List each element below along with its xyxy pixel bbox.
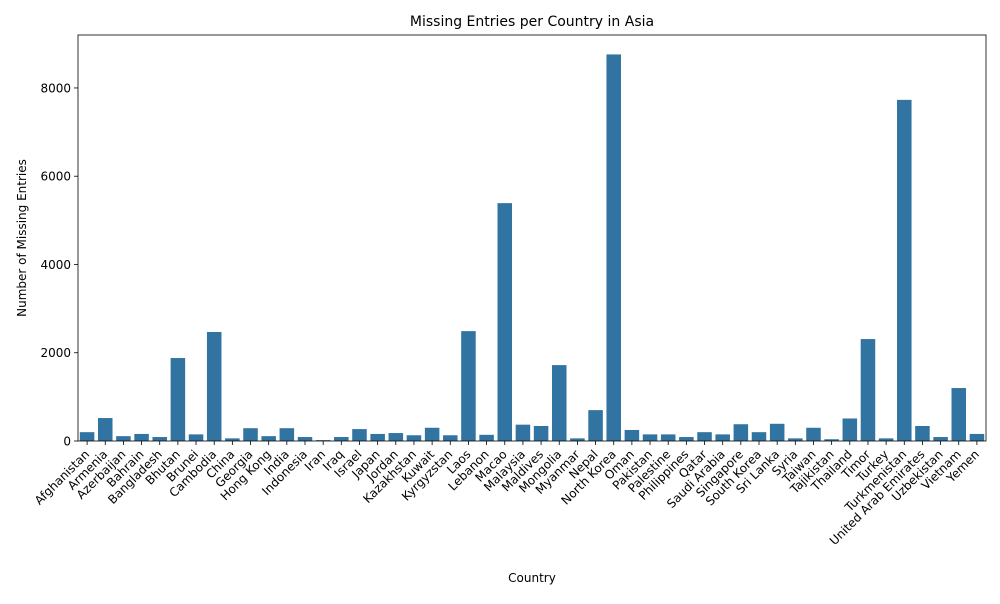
bar-saudi-arabia — [715, 434, 730, 441]
bar-azerbaijan — [116, 436, 131, 441]
bar-maldives — [533, 426, 549, 441]
bar-nepal — [588, 410, 603, 441]
bar-japan — [370, 433, 385, 441]
bar-north-korea — [606, 54, 621, 442]
bar-united-arab-emirates — [915, 426, 930, 441]
bars — [79, 54, 985, 442]
bar-china — [225, 438, 240, 441]
bar-kuwait — [424, 427, 440, 441]
y-tick-label: 0 — [63, 435, 71, 449]
bar-oman — [624, 429, 640, 441]
bar-lebanon — [479, 434, 494, 441]
bar-laos — [461, 331, 476, 441]
x-axis-label: Country — [508, 571, 556, 585]
bar-iraq — [334, 437, 349, 441]
bar-south-korea — [751, 432, 767, 441]
bar-afghanistan — [79, 432, 95, 441]
chart-title: Missing Entries per Country in Asia — [410, 14, 654, 30]
bar-yemen — [969, 433, 985, 441]
bar-uzbekistan — [933, 437, 948, 441]
y-axis: 0 2000 4000 6000 8000 — [40, 81, 78, 449]
y-axis-label: Number of Missing Entries — [15, 159, 29, 317]
bar-singapore — [733, 424, 749, 441]
bar-malaysia — [515, 424, 531, 441]
bar-georgia — [243, 428, 258, 441]
x-axis: AfghanistanArmeniaAzerbaijanBahrainBangl… — [32, 441, 982, 548]
bar-sri-lanka — [769, 423, 785, 441]
y-tick-label: 8000 — [40, 81, 71, 95]
plot-frame — [77, 34, 987, 442]
bar-armenia — [97, 418, 113, 441]
bar-brunei — [188, 434, 204, 441]
bar-kyrgyzstan — [443, 435, 458, 441]
bar-philippines — [679, 437, 694, 441]
bar-jordan — [388, 433, 404, 441]
bar-bangladesh — [152, 437, 167, 441]
bar-timor — [860, 339, 876, 441]
y-tick-label: 4000 — [40, 258, 71, 272]
bar-iran — [315, 440, 331, 441]
bar-taiwan — [806, 427, 821, 441]
bar-tajikistan — [824, 439, 839, 441]
bar-myanmar — [570, 438, 585, 441]
bar-indonesia — [297, 437, 313, 441]
y-tick-label: 6000 — [40, 170, 71, 184]
bar-turkey — [878, 438, 894, 441]
bar-israel — [352, 429, 367, 441]
bar-thailand — [842, 418, 858, 441]
bar-syria — [788, 438, 803, 441]
bar-turkmenistan — [897, 99, 912, 442]
bar-india — [279, 428, 295, 441]
bar-hong-kong — [261, 436, 276, 441]
bar-bahrain — [134, 433, 149, 441]
bar-palestine — [660, 434, 676, 441]
bar-vietnam — [951, 388, 967, 441]
bar-qatar — [697, 432, 712, 441]
bar-kazakhstan — [406, 435, 422, 441]
y-tick-label: 2000 — [40, 346, 71, 360]
bar-bhutan — [170, 358, 186, 441]
bar-macao — [497, 203, 513, 441]
bar-pakistan — [642, 434, 658, 441]
bar-mongolia — [551, 365, 567, 441]
bar-cambodia — [206, 332, 222, 441]
